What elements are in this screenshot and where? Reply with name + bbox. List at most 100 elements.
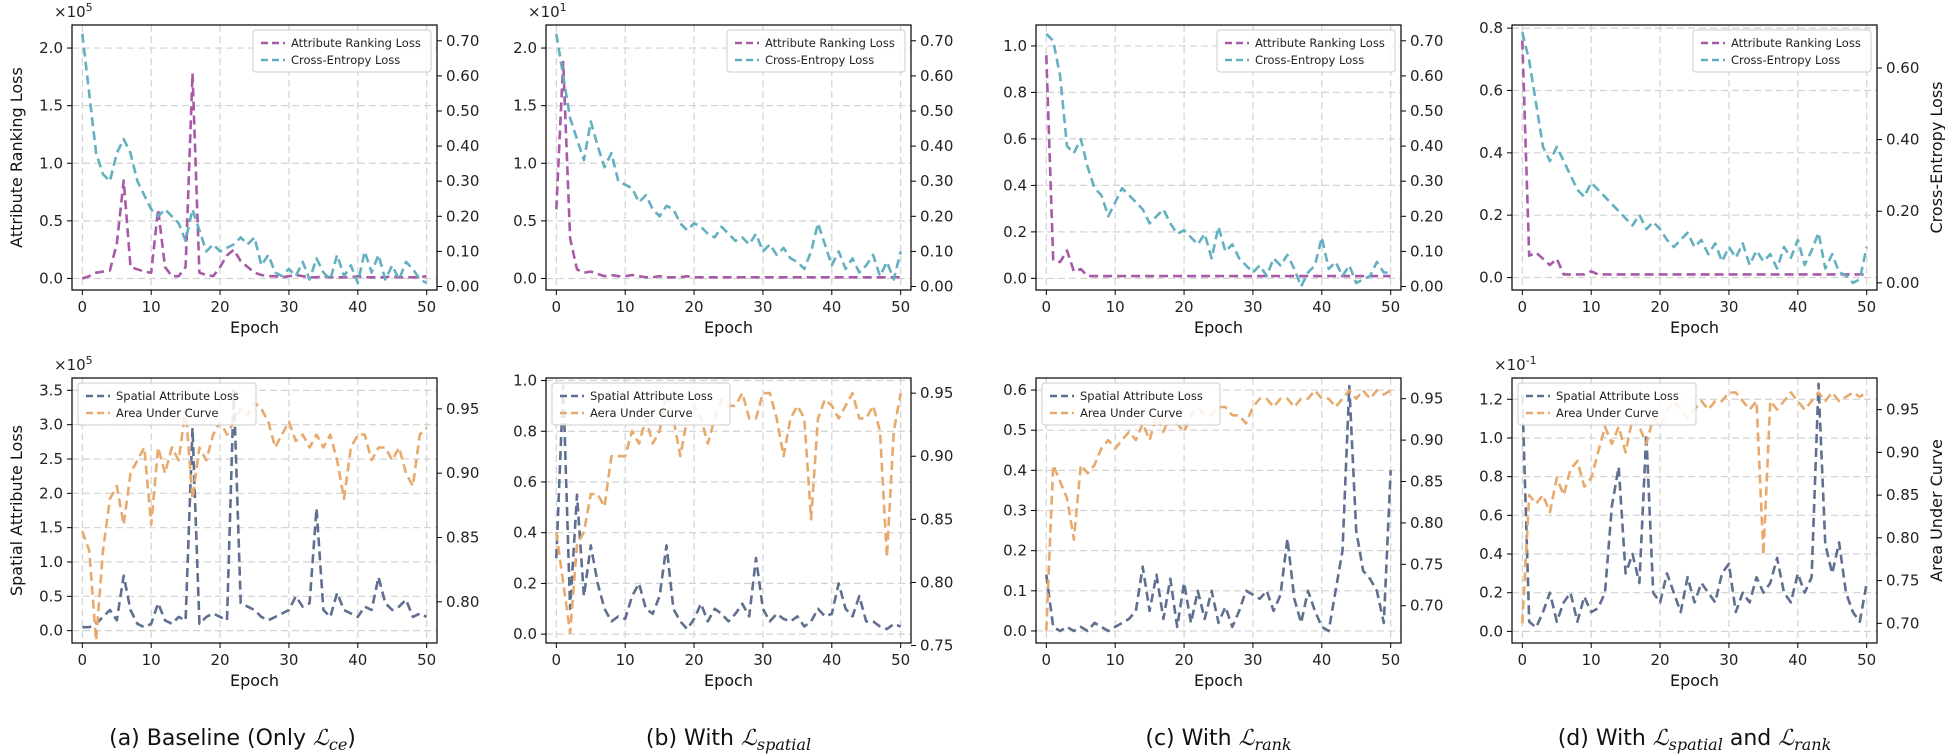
chart-a-bottom: 0 10 20 30 40 50 0.0 0.5 1.0 1.5 2.0 2.5 3.0 3.5 0.80 0… (7, 354, 479, 690)
y-tick-label: 0.4 (513, 524, 537, 542)
y2-tick-label: 0.95 (1410, 390, 1443, 408)
legend-label: Spatial Attribute Loss (116, 389, 239, 403)
legend-label: Cross-Entropy Loss (765, 53, 874, 67)
x-tick-label: 40 (822, 651, 841, 669)
y2-tick-label: 0.00 (446, 277, 479, 295)
caption-d: (d) With ℒspatial and ℒrank (1558, 726, 1832, 754)
chart-c-bottom: 0 10 20 30 40 50 0.0 0.1 0.2 0.3 0.4 0.5 0.6 0.70 0.75… (1003, 377, 1443, 690)
y2-tick-label: 0.70 (1410, 32, 1443, 50)
x-tick-label: 50 (417, 651, 436, 669)
y2-tick-label: 0.70 (1886, 614, 1919, 632)
y-tick-label: 0.2 (1479, 206, 1503, 224)
y2-tick-label: 0.85 (920, 510, 953, 528)
x-tick-label: 30 (1719, 651, 1738, 669)
x-tick-label: 40 (1312, 651, 1331, 669)
caption-c: (c) With ℒrank (1145, 726, 1291, 754)
x-tick-label: 0 (1042, 651, 1052, 669)
y-tick-label: 1.0 (513, 372, 537, 390)
legend-label: Attribute Ranking Loss (1255, 36, 1385, 50)
series-line-ce (1045, 32, 1391, 288)
y-axis-label: Spatial Attribute Loss (7, 425, 26, 596)
legend-label: Attribute Ranking Loss (1731, 36, 1861, 50)
x-tick-label: 40 (822, 298, 841, 316)
legend-label: Cross-Entropy Loss (291, 53, 400, 67)
series-line-ce (81, 33, 428, 285)
series-line-spatial (82, 389, 428, 629)
x-tick-label: 10 (142, 651, 161, 669)
x-tick-label: 10 (1106, 298, 1125, 316)
chart-b-top: 0 10 20 30 40 50 0.0 0.5 1.0 1.5 2.0 0.00 0.10 0.20 0.… (513, 1, 953, 337)
y2-tick-label: 0.40 (446, 137, 479, 155)
y-tick-label: 2.0 (39, 484, 63, 502)
legend-label: Area Under Curve (1556, 406, 1659, 420)
y-tick-label: 0.0 (513, 269, 537, 287)
x-tick-label: 30 (1719, 298, 1738, 316)
y2-tick-label: 0.30 (446, 172, 479, 190)
legend-label: Cross-Entropy Loss (1255, 53, 1364, 67)
y2-tick-label: 0.10 (920, 242, 953, 260)
y-scale-factor: ×10-1 (1494, 354, 1537, 374)
y2-tick-label: 0.10 (446, 242, 479, 260)
y-tick-label: 0.2 (1479, 584, 1503, 602)
y2-tick-label: 0.60 (920, 67, 953, 85)
y-tick-label: 2.0 (513, 39, 537, 57)
y-tick-label: 0.0 (1479, 269, 1503, 287)
plot-frame (545, 24, 912, 291)
y2-tick-label: 0.40 (1410, 137, 1443, 155)
x-tick-label: 30 (753, 651, 772, 669)
x-tick-label: 30 (279, 298, 298, 316)
series-line-ce (1521, 31, 1868, 285)
x-axis-label: Epoch (1670, 671, 1719, 690)
x-axis-label: Epoch (704, 671, 753, 690)
x-tick-label: 20 (685, 298, 704, 316)
y2-tick-label: 0.20 (1886, 202, 1919, 220)
x-axis-label: Epoch (230, 671, 279, 690)
x-tick-label: 40 (1788, 651, 1807, 669)
y-tick-label: 0.6 (1003, 381, 1027, 399)
x-tick-label: 40 (1312, 298, 1331, 316)
y2-tick-label: 0.80 (446, 593, 479, 611)
y-scale-factor: ×105 (54, 1, 93, 21)
y-tick-label: 3.0 (39, 416, 63, 434)
y2-tick-label: 0.50 (446, 102, 479, 120)
x-tick-label: 10 (142, 298, 161, 316)
x-tick-label: 0 (78, 651, 88, 669)
plot-frame (1511, 24, 1878, 291)
x-tick-label: 30 (753, 298, 772, 316)
caption-b: (b) With ℒspatial (646, 726, 811, 754)
y2-tick-label: 0.60 (1410, 67, 1443, 85)
y2-tick-label: 0.70 (920, 32, 953, 50)
y-tick-label: 1.0 (1003, 37, 1027, 55)
y-tick-label: 0.5 (513, 212, 537, 230)
x-axis-label: Epoch (704, 318, 753, 337)
legend-label: Area Under Curve (116, 406, 219, 420)
y-tick-label: 0.8 (513, 422, 537, 440)
legend: Spatial Attribute Loss Area Under Curve (1041, 382, 1221, 426)
x-tick-label: 50 (1381, 651, 1400, 669)
y-tick-label: 1.0 (513, 154, 537, 172)
x-tick-label: 30 (1243, 298, 1262, 316)
y2-tick-label: 0.00 (1410, 277, 1443, 295)
y2-axis-label: Cross-Entropy Loss (1927, 82, 1945, 234)
y2-tick-label: 0.00 (920, 277, 953, 295)
y2-tick-label: 0.20 (446, 207, 479, 225)
x-tick-label: 50 (1381, 298, 1400, 316)
plot-frame (71, 377, 438, 644)
chart-b-bottom: 0 10 20 30 40 50 0.0 0.2 0.4 0.6 0.8 1.0 0.75 0.80 0.8… (513, 372, 953, 690)
x-axis-label: Epoch (1194, 671, 1243, 690)
legend-label: Attribute Ranking Loss (765, 36, 895, 50)
x-tick-label: 20 (1651, 298, 1670, 316)
y-tick-label: 0.6 (1479, 81, 1503, 99)
legend-label: Aera Under Curve (590, 406, 693, 420)
series-line-rank (1521, 40, 1867, 276)
x-tick-label: 20 (211, 651, 230, 669)
legend-box (252, 29, 432, 73)
y2-tick-label: 0.95 (920, 384, 953, 402)
y-tick-label: 2.0 (39, 39, 63, 57)
plot-frame (71, 24, 438, 291)
x-tick-label: 40 (348, 651, 367, 669)
y-tick-label: 0.6 (513, 473, 537, 491)
y-tick-label: 1.5 (39, 519, 63, 537)
y2-tick-label: 0.90 (1410, 431, 1443, 449)
y-tick-label: 0.5 (39, 587, 63, 605)
